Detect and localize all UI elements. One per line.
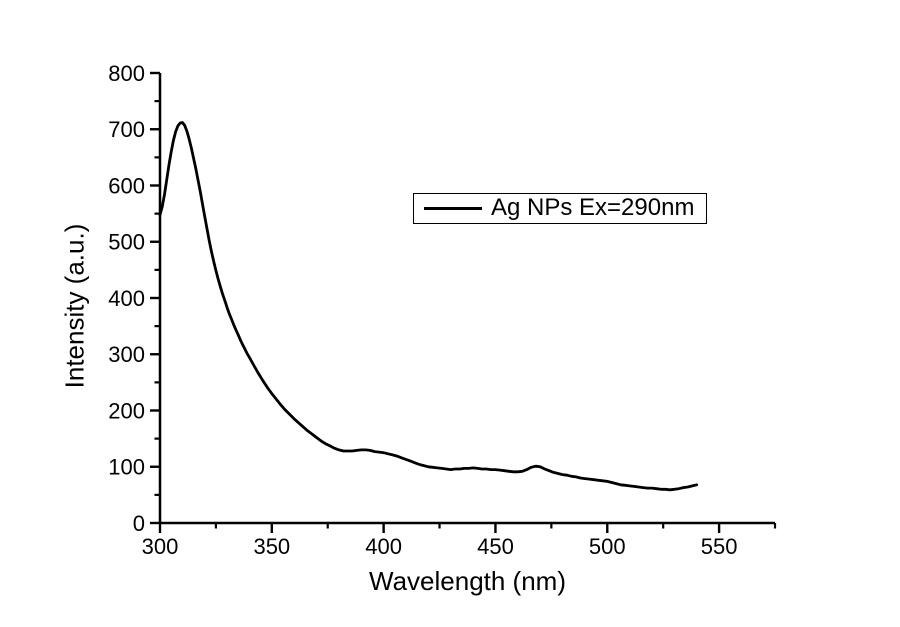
- x-tick-label: 450: [477, 534, 514, 559]
- series-curve: [158, 121, 699, 492]
- y-tick-label: 700: [108, 117, 145, 142]
- y-tick-label: 500: [108, 230, 145, 255]
- x-tick-label: 550: [701, 534, 738, 559]
- axes: [150, 71, 777, 533]
- legend-line-sample-icon: [424, 207, 482, 210]
- legend-label: Ag NPs Ex=290nm: [491, 194, 695, 221]
- x-tick-label: 500: [589, 534, 626, 559]
- legend: Ag NPs Ex=290nm: [413, 193, 707, 224]
- x-tick-label: 400: [365, 534, 402, 559]
- x-axis-title: Wavelength (nm): [369, 566, 566, 596]
- y-tick-label: 200: [108, 398, 145, 423]
- y-tick-label: 100: [108, 455, 145, 480]
- tick-labels: 300 350 400 450 500 550 0 100 200 300 400 500 600 700…: [108, 61, 737, 559]
- x-tick-label: 300: [142, 534, 179, 559]
- y-axis-title: Intensity (a.u.): [59, 223, 90, 389]
- data-series: [158, 121, 699, 492]
- y-tick-label: 400: [108, 286, 145, 311]
- axis-spines: [158, 73, 775, 525]
- y-tick-label: 600: [108, 173, 145, 198]
- y-tick-label: 800: [108, 61, 145, 86]
- x-tick-label: 350: [253, 534, 290, 559]
- y-tick-label: 300: [108, 342, 145, 367]
- y-tick-label: 0: [133, 511, 145, 536]
